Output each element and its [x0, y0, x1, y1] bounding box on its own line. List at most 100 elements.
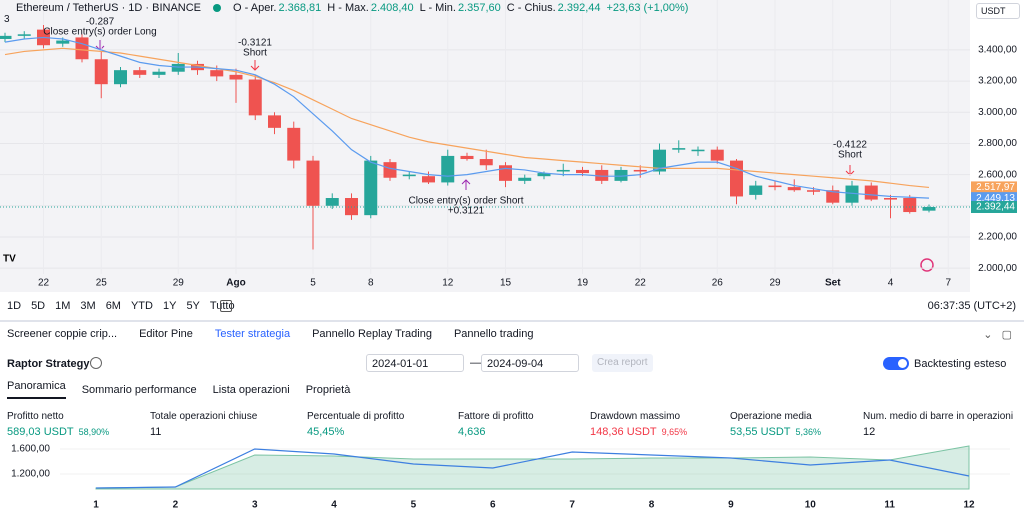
annotation: -0.287: [86, 17, 115, 28]
candle-body: [672, 148, 686, 150]
metric-label: Operazione media: [730, 411, 812, 422]
x-tick-label: 4: [331, 500, 337, 511]
ohlc-value: 2.408,40: [370, 2, 414, 14]
range-button[interactable]: 5D: [31, 300, 46, 312]
annotation: Close entry(s) order Long: [43, 27, 156, 38]
x-tick-label: 19: [577, 278, 589, 289]
subtab[interactable]: Proprietà: [305, 383, 351, 396]
candle-body: [922, 206, 936, 211]
tv-logo: TV: [3, 254, 16, 265]
candle-body: [807, 190, 820, 192]
x-tick-label: 29: [173, 278, 185, 289]
x-tick-label: 11: [884, 500, 895, 511]
y-tick-label: 3.200,00: [978, 76, 1017, 87]
range-button[interactable]: 1M: [55, 300, 71, 312]
annotation: Short: [243, 48, 267, 59]
panel-tab[interactable]: Pannello trading: [453, 328, 534, 340]
candle-body: [0, 35, 12, 39]
plot-bg: [0, 0, 970, 292]
price-tag: [971, 200, 1017, 213]
toggle[interactable]: [883, 357, 909, 370]
panel-tab[interactable]: Editor Pine: [139, 328, 193, 340]
indicator-count[interactable]: 3: [4, 14, 10, 25]
candle-body: [710, 149, 724, 161]
candle-body: [864, 185, 878, 200]
date-to[interactable]: 2024-09-04: [481, 354, 579, 372]
y-tick-label: 3.000,00: [978, 107, 1017, 118]
candle-body: [595, 169, 609, 181]
ohlc-value: 2.357,60: [457, 2, 501, 14]
x-tick-label: 7: [945, 278, 951, 289]
subtab[interactable]: Lista operazioni: [212, 383, 290, 396]
x-tick-label: Set: [825, 278, 841, 289]
range-button[interactable]: 3M: [80, 300, 96, 312]
range-button[interactable]: 1Y: [162, 300, 177, 312]
candle-body: [422, 176, 435, 183]
panel-tab[interactable]: Pannello Replay Trading: [312, 328, 432, 340]
alert-icon[interactable]: [920, 258, 934, 272]
y-tick-label: 1.600,00: [11, 444, 50, 455]
x-tick-label: 2: [173, 500, 179, 511]
range-button[interactable]: 1D: [7, 300, 22, 312]
candle-body: [210, 70, 224, 77]
candle-body: [133, 70, 147, 75]
panel-tab[interactable]: Screener coppie crip...: [7, 328, 118, 340]
subtab[interactable]: Sommario performance: [81, 383, 197, 396]
x-tick-label: 7: [569, 500, 575, 511]
x-tick-label: 8: [649, 500, 655, 511]
report-button[interactable]: Crea report: [592, 354, 653, 372]
candle-body: [903, 198, 917, 213]
x-tick-label: 12: [963, 500, 975, 511]
annotation: -0.4122: [833, 140, 867, 151]
candle-body: [94, 59, 108, 85]
x-tick-label: Ago: [226, 278, 245, 289]
currency-button[interactable]: USDT: [976, 3, 1020, 19]
panel-tabs: Screener coppie crip... Editor Pine Tester…: [7, 328, 533, 340]
panel-tab[interactable]: Tester strategia: [214, 328, 291, 340]
candle-body: [499, 165, 512, 181]
metric-amount: 12: [863, 426, 876, 438]
equity-line: [95, 448, 970, 489]
ohlc-value: 2.392,44: [557, 2, 601, 14]
metric-value: 53,55 USDT 5,36%: [730, 426, 821, 438]
status-dot: [213, 4, 222, 12]
x-tick-label: 10: [805, 500, 817, 511]
date-from[interactable]: 2024-01-01: [366, 354, 464, 372]
range-button[interactable]: Tutto: [209, 300, 235, 312]
metric-label: Profitto netto: [7, 411, 64, 422]
price-tag-label: 2.392,44: [976, 202, 1015, 213]
range-bar: 1D 5D 1M 3M 6M YTD 1Y 5Y Tutto: [7, 300, 235, 312]
metric-pct: 9,65%: [661, 427, 688, 437]
range-button[interactable]: 6M: [105, 300, 121, 312]
candle-body: [460, 155, 474, 160]
price-chart: TV 2.000,002.200,002.400,002.600,002.800…: [0, 0, 1018, 292]
candle-body: [826, 190, 840, 203]
metric-amount: 11: [150, 426, 162, 438]
metric-pct: 58,90%: [78, 427, 110, 437]
metric-label: Totale operazioni chiuse: [150, 411, 258, 422]
x-tick-label: 8: [368, 278, 374, 289]
range-button[interactable]: 5Y: [186, 300, 200, 312]
candle-body: [749, 185, 763, 195]
metric-value: 12: [863, 426, 1013, 438]
backtest-label: Backtesting esteso: [914, 358, 1007, 370]
candle-body: [556, 169, 570, 172]
metric-value: 4,636: [458, 426, 534, 438]
range-button[interactable]: YTD: [130, 300, 153, 312]
metric-amount: 53,55 USDT: [730, 426, 791, 438]
x-tick-label: 1: [93, 500, 99, 511]
subtab[interactable]: Panoramica: [7, 380, 66, 399]
candle-body: [75, 37, 89, 60]
x-tick-label: 4: [888, 278, 894, 289]
candle-body: [229, 74, 243, 80]
metric: Totale operazioni chiuse 11: [150, 411, 257, 438]
metric-value: 45,45%: [307, 426, 404, 438]
settings-icon[interactable]: [90, 357, 102, 369]
metric-label: Drawdown massimo: [590, 411, 681, 422]
change: +23,63 (+1,00%): [606, 2, 689, 14]
x-tick-label: 29: [769, 278, 781, 289]
metric-pct: 5,36%: [795, 427, 822, 437]
calendar-icon[interactable]: [220, 300, 232, 312]
metric-label: Num. medio di barre in operazioni: [863, 411, 1014, 422]
y-tick-label: 1.200,00: [11, 469, 50, 480]
